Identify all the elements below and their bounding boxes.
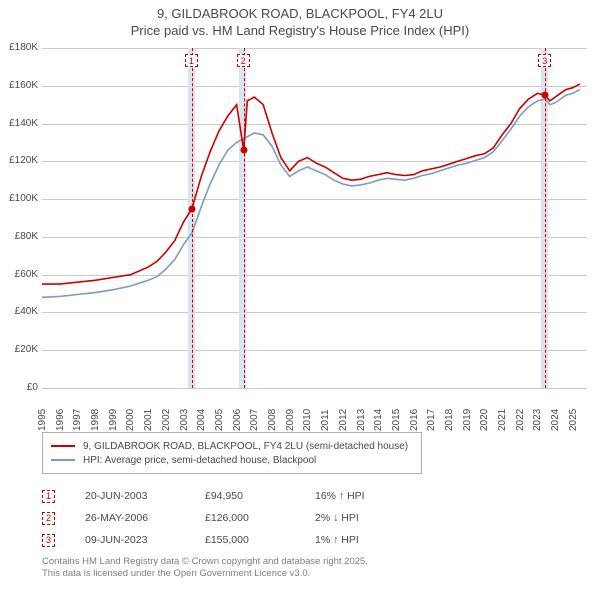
- y-axis-label: £120K: [0, 155, 38, 166]
- x-axis-label: 1995: [37, 418, 48, 431]
- chart-container: 9, GILDABROOK ROAD, BLACKPOOL, FY4 2LU P…: [0, 0, 600, 590]
- x-axis-label: 1997: [72, 418, 83, 431]
- x-axis-label: 2017: [426, 418, 437, 431]
- sale-marker-icon: 3: [42, 534, 55, 547]
- y-axis-label: £160K: [0, 80, 38, 91]
- x-axis-label: 2013: [356, 418, 367, 431]
- y-axis-label: £20K: [0, 344, 38, 355]
- legend-label: 9, GILDABROOK ROAD, BLACKPOOL, FY4 2LU (…: [83, 441, 408, 452]
- sale-dot: [188, 205, 195, 212]
- sale-hpi: 1% ↑ HPI: [315, 534, 415, 546]
- x-axis-label: 2000: [125, 418, 136, 431]
- sale-marker-icon: 1: [42, 490, 55, 503]
- table-row: 1 20-JUN-2003 £94,950 16% ↑ HPI: [42, 485, 582, 507]
- x-axis-label: 2008: [267, 418, 278, 431]
- series-line: [42, 84, 580, 284]
- legend-label: HPI: Average price, semi-detached house,…: [83, 455, 316, 466]
- x-axis-label: 2006: [232, 418, 243, 431]
- x-axis-label: 2012: [338, 418, 349, 431]
- title-block: 9, GILDABROOK ROAD, BLACKPOOL, FY4 2LU P…: [0, 0, 600, 40]
- sale-marker-label: 3: [538, 54, 551, 67]
- x-axis-label: 2001: [143, 418, 154, 431]
- y-axis-label: £80K: [0, 231, 38, 242]
- y-axis-label: £100K: [0, 193, 38, 204]
- footer-line-2: This data is licensed under the Open Gov…: [42, 568, 368, 580]
- x-axis-label: 2018: [444, 418, 455, 431]
- sale-marker-icon: 2: [42, 512, 55, 525]
- y-axis-label: £180K: [0, 42, 38, 53]
- footer: Contains HM Land Registry data © Crown c…: [42, 556, 368, 580]
- x-axis-label: 2021: [497, 418, 508, 431]
- y-axis-label: £40K: [0, 306, 38, 317]
- y-axis-label: £140K: [0, 118, 38, 129]
- legend-item: 9, GILDABROOK ROAD, BLACKPOOL, FY4 2LU (…: [51, 439, 413, 453]
- x-axis-label: 2022: [515, 418, 526, 431]
- sale-price: £126,000: [205, 512, 285, 524]
- sale-dot: [240, 147, 247, 154]
- x-axis-label: 2004: [196, 418, 207, 431]
- sale-dot: [542, 92, 549, 99]
- sale-date: 20-JUN-2003: [85, 490, 175, 502]
- x-axis-label: 2011: [320, 418, 331, 431]
- x-axis-label: 2024: [550, 418, 561, 431]
- x-axis-label: 2016: [409, 418, 420, 431]
- chart-plot-area: £0£20K£40K£60K£80K£100K£120K£140K£160K£1…: [42, 48, 587, 388]
- sale-hpi: 2% ↓ HPI: [315, 512, 415, 524]
- y-axis-label: £0: [0, 382, 38, 393]
- x-axis-label: 2025: [568, 418, 579, 431]
- sale-date: 09-JUN-2023: [85, 534, 175, 546]
- title-line-2: Price paid vs. HM Land Registry's House …: [0, 23, 600, 38]
- title-line-1: 9, GILDABROOK ROAD, BLACKPOOL, FY4 2LU: [0, 6, 600, 21]
- x-axis-label: 2015: [391, 418, 402, 431]
- legend: 9, GILDABROOK ROAD, BLACKPOOL, FY4 2LU (…: [42, 432, 422, 474]
- sale-vline: [545, 48, 546, 388]
- legend-swatch: [51, 445, 75, 447]
- gridline: [42, 388, 587, 389]
- sale-price: £94,950: [205, 490, 285, 502]
- y-axis-label: £60K: [0, 269, 38, 280]
- sale-marker-label: 2: [237, 54, 250, 67]
- sale-price: £155,000: [205, 534, 285, 546]
- x-axis-label: 2019: [462, 418, 473, 431]
- x-axis-label: 2023: [532, 418, 543, 431]
- chart-svg: [42, 48, 587, 388]
- x-axis-label: 1998: [90, 418, 101, 431]
- legend-item: HPI: Average price, semi-detached house,…: [51, 453, 413, 467]
- x-axis-label: 2007: [249, 418, 260, 431]
- legend-swatch: [51, 459, 75, 461]
- sale-hpi: 16% ↑ HPI: [315, 490, 415, 502]
- sales-table: 1 20-JUN-2003 £94,950 16% ↑ HPI 2 26-MAY…: [42, 485, 582, 551]
- x-axis-label: 1999: [108, 418, 119, 431]
- x-axis-label: 2002: [161, 418, 172, 431]
- x-axis-label: 1996: [55, 418, 66, 431]
- table-row: 2 26-MAY-2006 £126,000 2% ↓ HPI: [42, 507, 582, 529]
- table-row: 3 09-JUN-2023 £155,000 1% ↑ HPI: [42, 529, 582, 551]
- sale-vline: [244, 48, 245, 388]
- x-axis-label: 2014: [373, 418, 384, 431]
- x-axis-label: 2020: [479, 418, 490, 431]
- x-axis-label: 2010: [302, 418, 313, 431]
- footer-line-1: Contains HM Land Registry data © Crown c…: [42, 556, 368, 568]
- x-axis-label: 2003: [179, 418, 190, 431]
- sale-vline: [192, 48, 193, 388]
- x-axis-label: 2005: [214, 418, 225, 431]
- sale-date: 26-MAY-2006: [85, 512, 175, 524]
- series-line: [42, 90, 580, 298]
- sale-marker-label: 1: [185, 54, 198, 67]
- x-axis-label: 2009: [285, 418, 296, 431]
